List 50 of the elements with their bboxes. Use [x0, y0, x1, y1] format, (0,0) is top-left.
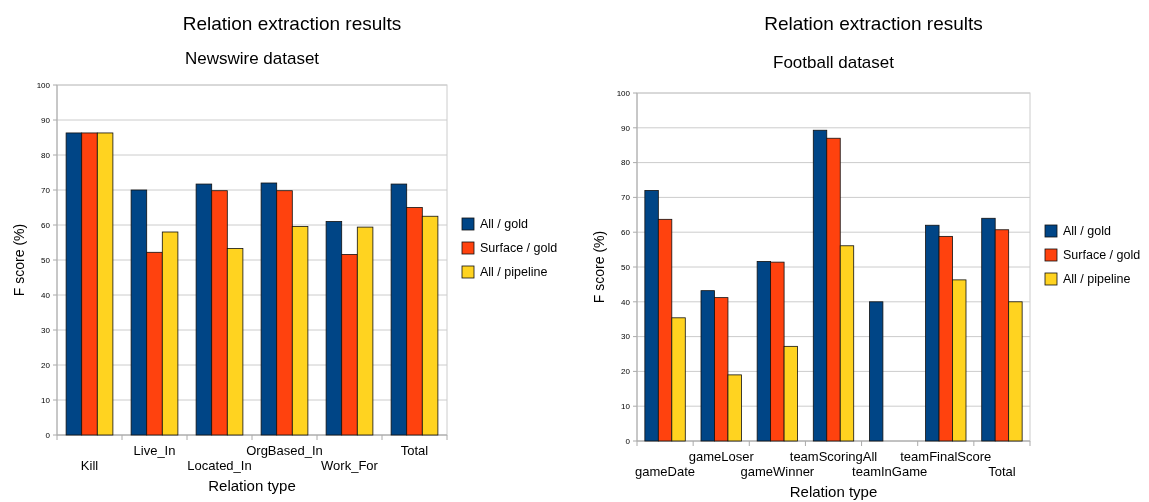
- x-tick-label: gameLoser: [688, 449, 755, 464]
- bar: [869, 301, 884, 442]
- x-tick-label: Live_In: [133, 443, 176, 458]
- legend-label: All / gold: [480, 217, 528, 232]
- x-tick-label: Total: [988, 464, 1016, 479]
- chart-subtitle: Football dataset: [773, 53, 895, 72]
- x-tick-label: teamFinalScore: [900, 449, 992, 464]
- y-tick-label: 30: [621, 332, 631, 342]
- y-tick-label: 0: [625, 436, 631, 446]
- x-tick-label: gameDate: [635, 464, 696, 479]
- y-axis-title: F score (%): [11, 223, 27, 297]
- y-tick-label: 90: [621, 123, 631, 133]
- x-tick-label: gameWinner: [740, 464, 815, 479]
- y-tick-label: 50: [41, 255, 51, 265]
- y-tick-label: 60: [621, 228, 631, 237]
- y-tick-label: 60: [41, 220, 51, 230]
- chart-title: Relation extraction results: [764, 13, 983, 34]
- x-axis-title: Relation type: [789, 483, 878, 500]
- x-tick-label: Located_In: [187, 458, 252, 473]
- chart-title: Relation extraction results: [182, 13, 402, 34]
- y-tick-label: 40: [41, 290, 51, 300]
- y-axis-title: F score (%): [591, 230, 607, 304]
- legend-label: All / pipeline: [1063, 272, 1131, 287]
- y-tick-label: 80: [621, 158, 631, 168]
- y-tick-label: 40: [621, 297, 631, 307]
- legend-label: Surface / gold: [480, 241, 558, 256]
- y-tick-label: 50: [621, 262, 631, 272]
- y-tick-label: 80: [41, 150, 51, 160]
- x-tick-label: Total: [400, 443, 429, 458]
- y-tick-label: 20: [41, 360, 51, 370]
- y-tick-label: 90: [41, 115, 51, 125]
- y-tick-label: 20: [621, 367, 631, 377]
- y-tick-label: 100: [616, 88, 631, 98]
- x-axis-title: Relation type: [208, 477, 296, 494]
- y-tick-label: 100: [36, 80, 51, 90]
- x-tick-label: OrgBased_In: [246, 443, 323, 458]
- y-tick-label: 0: [45, 430, 51, 440]
- legend-label: Surface / gold: [1063, 248, 1141, 263]
- y-tick-label: 30: [41, 325, 51, 335]
- y-tick-label: 70: [41, 185, 51, 195]
- y-tick-label: 10: [41, 395, 51, 405]
- x-tick-label: Kill: [80, 458, 99, 473]
- legend-label: All / pipeline: [480, 265, 548, 280]
- y-tick-label: 70: [621, 193, 631, 203]
- chart-subtitle: Newswire dataset: [184, 49, 320, 68]
- x-tick-label: Work_For: [321, 458, 379, 473]
- legend-label: All / gold: [1063, 224, 1111, 239]
- x-tick-label: teamScoringAll: [789, 449, 878, 464]
- x-tick-label: teamInGame: [852, 464, 928, 479]
- y-tick-label: 10: [621, 402, 631, 411]
